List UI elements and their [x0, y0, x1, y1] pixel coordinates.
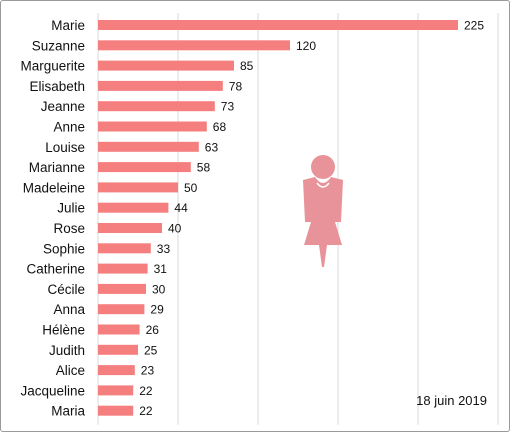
- bars: [98, 20, 458, 416]
- value-label: 63: [205, 140, 219, 154]
- category-label: Anne: [53, 120, 85, 135]
- category-label: Louise: [45, 140, 85, 155]
- value-label: 25: [144, 343, 158, 357]
- bar: [98, 101, 215, 112]
- bar: [98, 263, 148, 274]
- value-label: 58: [197, 161, 211, 175]
- value-label: 30: [152, 282, 166, 296]
- category-label: Jacqueline: [20, 383, 85, 398]
- bar: [98, 344, 138, 355]
- value-label: 50: [184, 181, 198, 195]
- category-label: Marguerite: [20, 59, 85, 74]
- value-label: 225: [464, 19, 484, 33]
- bar: [98, 20, 458, 30]
- category-label: Judith: [49, 343, 85, 358]
- bar: [98, 40, 290, 51]
- bar: [98, 365, 135, 376]
- category-label: Jeanne: [41, 99, 85, 114]
- value-label: 40: [168, 222, 182, 236]
- category-label: Sophie: [43, 241, 85, 256]
- date-annotation: 18 juin 2019: [416, 393, 487, 408]
- value-label: 22: [139, 384, 153, 398]
- bar: [98, 243, 151, 254]
- category-label: Suzanne: [32, 38, 85, 53]
- category-label: Anna: [53, 302, 85, 317]
- category-labels: Marie Suzanne Marguerite Elisabeth Jeanne Ann…: [20, 18, 85, 419]
- bar: [98, 405, 134, 416]
- category-label: Hélène: [42, 323, 85, 338]
- value-label: 78: [229, 79, 243, 93]
- bar: [98, 223, 162, 233]
- value-label: 29: [150, 303, 164, 317]
- bar: [98, 304, 145, 315]
- value-label: 22: [139, 404, 153, 418]
- bar: [98, 141, 199, 152]
- category-label: Catherine: [26, 262, 85, 277]
- bar: [98, 202, 169, 213]
- value-label: 33: [157, 242, 171, 256]
- bar: [98, 162, 191, 173]
- category-label: Julie: [57, 201, 85, 216]
- category-label: Rose: [53, 221, 85, 236]
- value-label: 31: [154, 262, 168, 276]
- category-label: Elisabeth: [29, 79, 85, 94]
- category-label: Marie: [51, 18, 85, 33]
- value-label: 23: [141, 364, 155, 378]
- category-label: Alice: [56, 363, 85, 378]
- value-label: 44: [174, 201, 188, 215]
- value-label: 26: [146, 323, 160, 337]
- bar: [98, 385, 134, 396]
- value-label: 120: [296, 39, 316, 53]
- category-label: Cécile: [47, 282, 85, 297]
- bar: [98, 80, 223, 91]
- category-label: Maria: [51, 404, 85, 419]
- grid-lines: [97, 13, 499, 425]
- value-labels: 225 120 85 78 73 68 63 58 50 44 40 33 31 30 29 26 25 23 22…: [139, 19, 484, 419]
- value-label: 68: [213, 120, 227, 134]
- bar: [98, 60, 234, 71]
- bar: [98, 182, 178, 193]
- woman-icon: [303, 155, 343, 267]
- category-label: Madeleine: [23, 180, 85, 195]
- bar: [98, 324, 140, 335]
- bar: [98, 283, 146, 294]
- category-label: Marianne: [29, 160, 85, 175]
- value-label: 85: [240, 59, 254, 73]
- bar: [98, 121, 207, 132]
- value-label: 73: [221, 100, 235, 114]
